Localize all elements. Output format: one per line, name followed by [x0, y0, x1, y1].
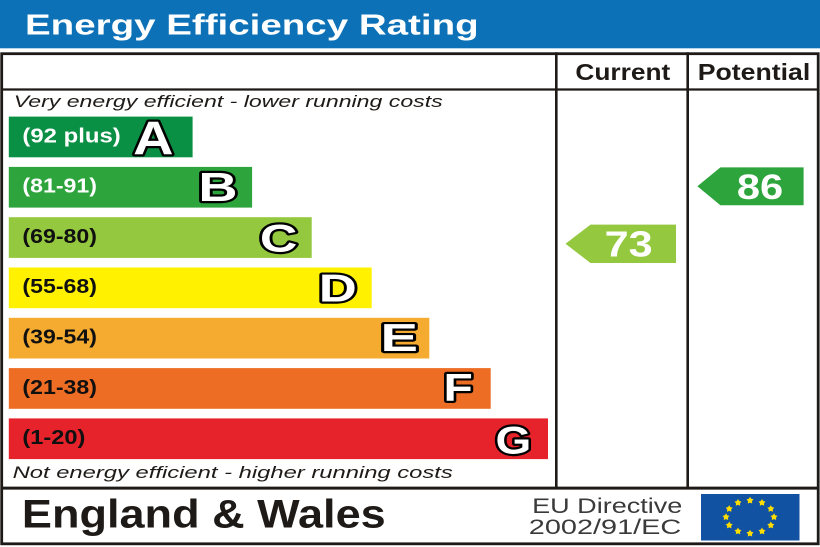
svg-text:(21-38): (21-38): [22, 375, 97, 398]
svg-text:73: 73: [605, 225, 653, 265]
svg-text:(1-20): (1-20): [22, 426, 85, 449]
svg-text:C: C: [260, 216, 297, 260]
svg-text:F: F: [443, 366, 472, 410]
svg-text:D: D: [319, 266, 357, 310]
svg-text:Potential: Potential: [698, 60, 811, 86]
svg-text:Current: Current: [575, 59, 670, 85]
svg-text:(39-54): (39-54): [22, 325, 97, 348]
svg-text:Energy Efficiency Rating: Energy Efficiency Rating: [25, 9, 479, 41]
svg-text:(55-68): (55-68): [22, 275, 97, 298]
svg-text:Very energy efficient - lower: Very energy efficient - lower running co…: [14, 93, 443, 111]
svg-text:B: B: [198, 165, 237, 210]
svg-text:Not energy efficient - higher: Not energy efficient - higher running co…: [13, 464, 453, 482]
svg-text:E: E: [381, 316, 418, 360]
svg-text:G: G: [496, 419, 532, 463]
svg-text:England & Wales: England & Wales: [22, 492, 386, 536]
svg-text:EU Directive: EU Directive: [532, 495, 682, 519]
svg-text:(81-91): (81-91): [22, 174, 97, 197]
svg-text:(69-80): (69-80): [22, 224, 97, 247]
svg-text:A: A: [133, 112, 173, 165]
svg-text:(92 plus): (92 plus): [22, 124, 120, 147]
svg-text:2002/91/EC: 2002/91/EC: [529, 515, 681, 539]
svg-text:86: 86: [737, 168, 783, 207]
